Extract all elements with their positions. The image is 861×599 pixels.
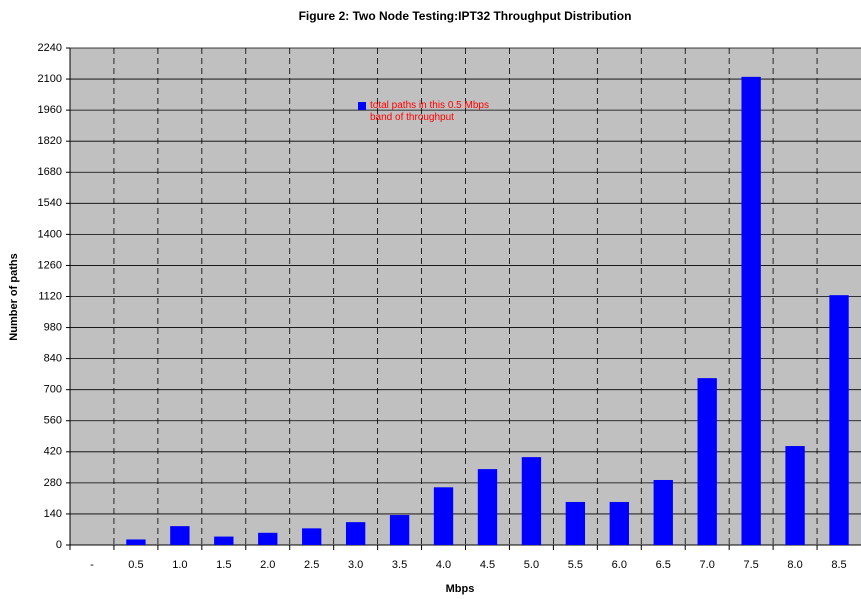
x-tick-label: 8.0 [787,559,802,571]
bar [697,378,717,545]
y-tick-label: 700 [44,384,62,396]
y-tick-label: 0 [56,539,62,551]
x-tick-label: - [90,559,94,571]
legend: total paths in this 0.5 Mbps band of thr… [340,100,505,124]
y-tick-label: 980 [44,321,62,333]
x-tick-label: 3.5 [392,559,407,571]
y-tick-label: 1120 [38,290,62,302]
chart-title: Figure 2: Two Node Testing:IPT32 Through… [299,9,632,23]
bar [389,515,410,545]
y-tick-label: 140 [44,508,62,520]
y-tick-label: 1680 [38,166,62,178]
y-tick-label: 840 [44,353,62,365]
y-tick-label: 2100 [38,73,62,85]
bar [258,532,278,545]
y-tick-label: 1540 [38,197,62,209]
y-tick-label: 2240 [38,42,62,54]
bar [609,501,629,545]
bar [521,457,542,545]
bar [345,522,366,545]
x-tick-label: 3.0 [348,559,363,571]
y-tick-label: 1960 [38,104,62,116]
x-tick-label: 8.5 [831,559,846,571]
bar [433,487,454,545]
bar [302,528,322,545]
x-tick-label: 6.5 [656,559,671,571]
y-tick-label: 1260 [38,259,62,271]
x-tick-label: 2.0 [260,559,275,571]
x-tick-label: 5.0 [524,559,539,571]
bar [829,295,849,545]
bar [785,446,805,545]
x-tick-label: 4.0 [436,559,451,571]
y-tick-label: 1820 [38,135,62,147]
y-axis-title: Number of paths [8,253,20,340]
y-tick-label: 420 [44,446,62,458]
bar [565,501,586,545]
bar [126,539,146,545]
bar [477,469,498,545]
x-tick-label: 5.5 [568,559,583,571]
legend-swatch [358,102,366,110]
x-tick-label: 4.5 [480,559,495,571]
x-tick-label: 6.0 [612,559,627,571]
bar [741,76,761,545]
y-tick-label: 1400 [38,228,62,240]
x-tick-label: 1.5 [216,559,231,571]
x-axis-title: Mbps [446,583,475,595]
x-tick-label: 2.5 [304,559,319,571]
bar [214,536,234,545]
bar [170,526,190,545]
x-tick-label: 7.0 [700,559,715,571]
x-tick-label: 1.0 [172,559,187,571]
x-tick-label: 0.5 [128,559,143,571]
y-tick-label: 560 [44,415,62,427]
bar [653,479,673,545]
y-tick-label: 280 [44,477,62,489]
x-tick-label: 7.5 [743,559,758,571]
legend-label: total paths in this 0.5 Mbps band of thr… [370,100,489,123]
